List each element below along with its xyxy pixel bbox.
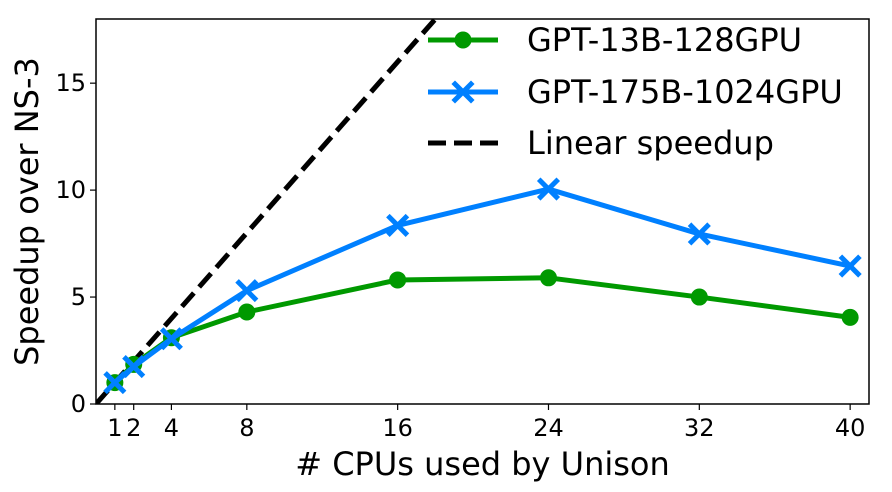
series-line — [113, 275, 851, 385]
x-marker-stroke — [838, 254, 862, 278]
data-point-x — [235, 279, 259, 303]
y-tick-label: 10 — [55, 176, 86, 204]
data-point-circle — [454, 31, 472, 49]
data-point-x — [159, 327, 183, 351]
data-point-circle — [841, 308, 859, 326]
series-gpt-13b-128gpu — [106, 269, 859, 392]
series-line — [113, 186, 851, 385]
y-tick-label: 15 — [55, 69, 86, 97]
y-tick-label: 0 — [71, 390, 86, 418]
series-linear-speedup — [96, 19, 438, 404]
x-axis-title: # CPUs used by Unison — [295, 445, 670, 483]
legend-label: GPT-175B-1024GPU — [527, 73, 843, 111]
x-marker-stroke — [235, 279, 259, 303]
data-point-circle — [238, 303, 256, 321]
x-tick-label: 1 — [107, 414, 122, 442]
plot-series-layer — [96, 19, 862, 404]
legend-item: Linear speedup — [428, 124, 774, 162]
x-tick-label: 24 — [533, 414, 564, 442]
series-gpt-175b-1024gpu — [103, 177, 862, 395]
data-point-x — [451, 80, 475, 104]
plot-area-frame — [95, 18, 870, 405]
x-tick-label: 32 — [684, 414, 715, 442]
data-point-x — [536, 177, 561, 201]
data-point-circle — [690, 288, 708, 306]
x-marker-stroke — [687, 222, 711, 246]
legend: GPT-13B-128GPU GPT-175B-1024GPU Linear spe… — [428, 21, 843, 162]
x-tick-label: 40 — [835, 414, 866, 442]
x-marker-stroke — [451, 80, 475, 104]
legend-item: GPT-175B-1024GPU — [428, 73, 843, 111]
data-point-circle — [539, 269, 557, 287]
data-point-x — [122, 355, 146, 379]
x-tick-label: 8 — [239, 414, 254, 442]
x-tick-label: 16 — [382, 414, 413, 442]
legend-label: Linear speedup — [527, 124, 774, 162]
x-marker-stroke — [536, 177, 561, 201]
x-marker-stroke — [122, 355, 146, 379]
x-marker-stroke — [159, 327, 183, 351]
x-tick-label: 2 — [126, 414, 141, 442]
x-marker-stroke — [103, 371, 127, 395]
data-point-circle — [389, 271, 407, 289]
data-point-x — [103, 371, 127, 395]
data-point-x — [386, 213, 410, 237]
y-axis-title: Speedup over NS-3 — [8, 57, 46, 366]
legend-item: GPT-13B-128GPU — [428, 21, 802, 59]
x-marker-stroke — [386, 213, 410, 237]
y-tick-label: 5 — [71, 283, 86, 311]
series-line — [96, 19, 438, 404]
legend-label: GPT-13B-128GPU — [527, 21, 802, 59]
data-point-x — [687, 222, 711, 246]
data-point-x — [838, 254, 862, 278]
x-tick-label: 4 — [164, 414, 179, 442]
